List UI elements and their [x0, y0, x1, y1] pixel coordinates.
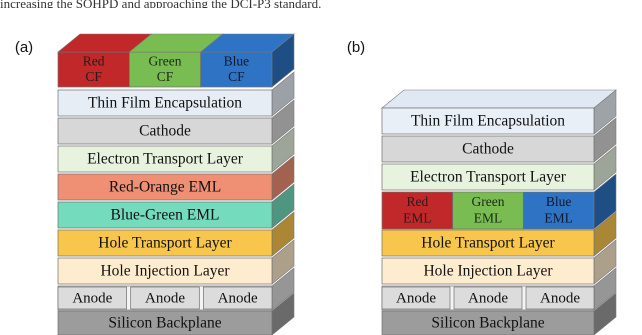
- panel-b-label: (b): [347, 39, 365, 56]
- cf-row-side: [271, 33, 295, 88]
- eml-blue-line1: Blue: [546, 194, 572, 209]
- eml-green-cell: [452, 191, 524, 230]
- cathode-label: Cathode: [139, 123, 191, 140]
- red-orange-eml-layer: [57, 173, 273, 201]
- anode-2: [130, 286, 200, 310]
- hole-injection-layer-layer: [381, 257, 595, 285]
- cf-green-line1: Green: [149, 54, 182, 69]
- thin-film-encapsulation-label: Thin Film Encapsulation: [88, 95, 242, 112]
- cf-red-cell: [57, 51, 130, 88]
- red-orange-eml-label: Red-Orange EML: [109, 179, 221, 196]
- anode-2: [453, 286, 523, 310]
- hole-transport-layer-layer: [381, 229, 595, 257]
- thin-film-encapsulation-label: Thin Film Encapsulation: [411, 113, 565, 130]
- cf-blue-line2: CF: [228, 69, 245, 84]
- blue-green-eml-layer: [57, 201, 273, 229]
- anode-2-label: Anode: [468, 290, 508, 306]
- electron-transport-layer-layer: [57, 145, 273, 173]
- anode-3: [202, 286, 273, 310]
- cf-red-line1: Red: [83, 54, 105, 69]
- eml-green-line2: EML: [474, 210, 503, 225]
- silicon-backplane: [381, 310, 595, 335]
- anode-1-label: Anode: [72, 290, 112, 306]
- anode-1: [381, 286, 451, 310]
- cf-red-line2: CF: [85, 69, 102, 84]
- eml-row-side: [593, 173, 617, 230]
- cathode-layer: [381, 135, 595, 163]
- electron-transport-layer-label: Electron Transport Layer: [87, 151, 244, 168]
- eml-blue-cell: [522, 191, 595, 230]
- anode-3-label: Anode: [540, 290, 580, 306]
- panel-b-stack: (b) Thin Film Encapsulation Cathode Electro…: [347, 39, 617, 335]
- eml-red-line2: EML: [403, 210, 432, 225]
- anode-3-label: Anode: [218, 290, 258, 306]
- anode-1-label: Anode: [396, 290, 436, 306]
- blue-green-eml-label: Blue-Green EML: [111, 207, 220, 224]
- eml-blue-line2: EML: [544, 210, 573, 225]
- eml-red-line1: Red: [406, 194, 428, 209]
- silicon-backplane-label: Silicon Backplane: [108, 315, 221, 332]
- caption-fragment: increasing the SOHPD and approaching the…: [0, 0, 322, 8]
- silicon-backplane-label: Silicon Backplane: [431, 315, 544, 332]
- electron-transport-layer-layer: [381, 163, 595, 191]
- cf-green-line2: CF: [157, 69, 174, 84]
- cathode-layer: [57, 117, 273, 145]
- cathode-label: Cathode: [462, 141, 514, 158]
- hole-injection-layer-layer: [57, 257, 273, 285]
- hole-injection-layer-label: Hole Injection Layer: [100, 263, 230, 280]
- anode-2-label: Anode: [145, 290, 185, 306]
- electron-transport-layer-label: Electron Transport Layer: [410, 169, 567, 186]
- panel-a-label: (a): [15, 39, 33, 56]
- cf-blue-line1: Blue: [224, 54, 250, 69]
- eml-green-line1: Green: [472, 194, 505, 209]
- hole-injection-layer-label: Hole Injection Layer: [423, 263, 553, 280]
- thin-film-encapsulation-layer: [381, 107, 595, 135]
- anode-3: [525, 286, 595, 310]
- hole-transport-layer-label: Hole Transport Layer: [98, 235, 232, 252]
- cf-blue-cell: [200, 51, 273, 88]
- thin-film-encapsulation-layer: [57, 89, 273, 117]
- anode-1: [57, 286, 128, 310]
- hole-transport-layer-label: Hole Transport Layer: [421, 235, 555, 252]
- hole-transport-layer-layer: [57, 229, 273, 257]
- silicon-backplane: [57, 310, 273, 335]
- eml-red-cell: [381, 191, 454, 230]
- encapsulation-top: [381, 89, 617, 109]
